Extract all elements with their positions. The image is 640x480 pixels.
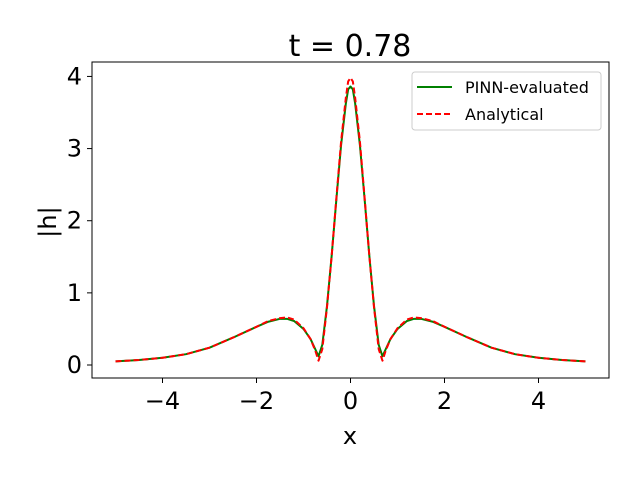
y-tick-label: 1	[67, 279, 82, 307]
y-axis-ticks: 0 1 2 3 4	[67, 62, 92, 379]
x-tick-label: 4	[531, 387, 546, 415]
x-tick-label: −2	[239, 387, 274, 415]
x-tick-label: −4	[145, 387, 180, 415]
legend-label-pinn: PINN-evaluated	[465, 78, 589, 97]
y-tick-label: 4	[67, 62, 82, 90]
x-axis-label: x	[343, 422, 357, 450]
x-tick-label: 0	[343, 387, 358, 415]
legend-box	[411, 71, 602, 131]
y-tick-label: 0	[67, 351, 82, 379]
y-tick-label: 3	[67, 135, 82, 163]
y-tick-label: 2	[67, 207, 82, 235]
legend: PINN-evaluated Analytical	[411, 71, 602, 131]
series-layer	[115, 76, 586, 363]
legend-label-analytical: Analytical	[465, 105, 544, 124]
series-line-analytical	[115, 76, 586, 363]
y-axis-label: |h|	[34, 206, 62, 237]
x-axis-ticks: −4 −2 0 2 4	[145, 378, 546, 415]
x-tick-label: 2	[437, 387, 452, 415]
chart-title: t = 0.78	[289, 29, 412, 64]
